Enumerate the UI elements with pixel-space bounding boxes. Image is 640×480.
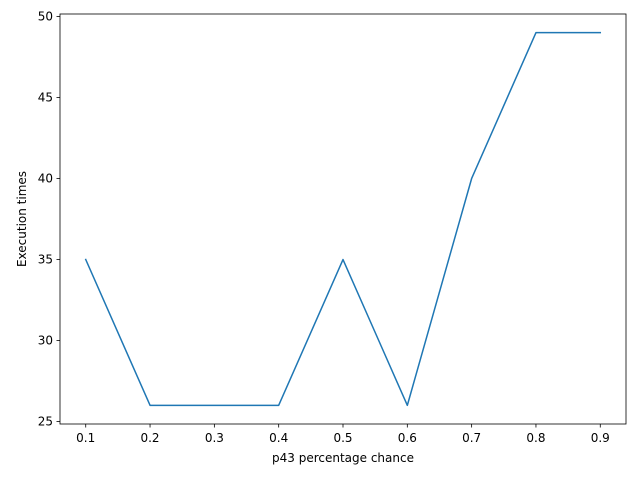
x-tick-label: 0.5 — [333, 431, 352, 445]
x-tick-label: 0.6 — [398, 431, 417, 445]
y-tick-label: 35 — [38, 253, 53, 267]
x-tick-label: 0.1 — [76, 431, 95, 445]
y-axis-label: Execution times — [15, 171, 29, 267]
x-tick-label: 0.9 — [591, 431, 610, 445]
y-tick-label: 50 — [38, 9, 53, 23]
x-axis-label: p43 percentage chance — [272, 451, 414, 465]
y-tick-label: 40 — [38, 171, 53, 185]
x-tick-label: 0.2 — [140, 431, 159, 445]
y-tick-label: 25 — [38, 415, 53, 429]
y-tick-label: 45 — [38, 90, 53, 104]
plot-frame — [59, 13, 627, 425]
x-axis-ticks: 0.1 0.2 0.3 0.4 0.5 0.6 0.7 0.8 0.9 — [76, 424, 610, 445]
x-tick-label: 0.7 — [462, 431, 481, 445]
x-tick-label: 0.8 — [526, 431, 545, 445]
x-tick-label: 0.4 — [269, 431, 288, 445]
y-tick-label: 30 — [38, 334, 53, 348]
x-tick-label: 0.3 — [205, 431, 224, 445]
series-line — [84, 31, 602, 407]
y-axis-ticks: 25 30 35 40 45 50 — [38, 9, 60, 429]
